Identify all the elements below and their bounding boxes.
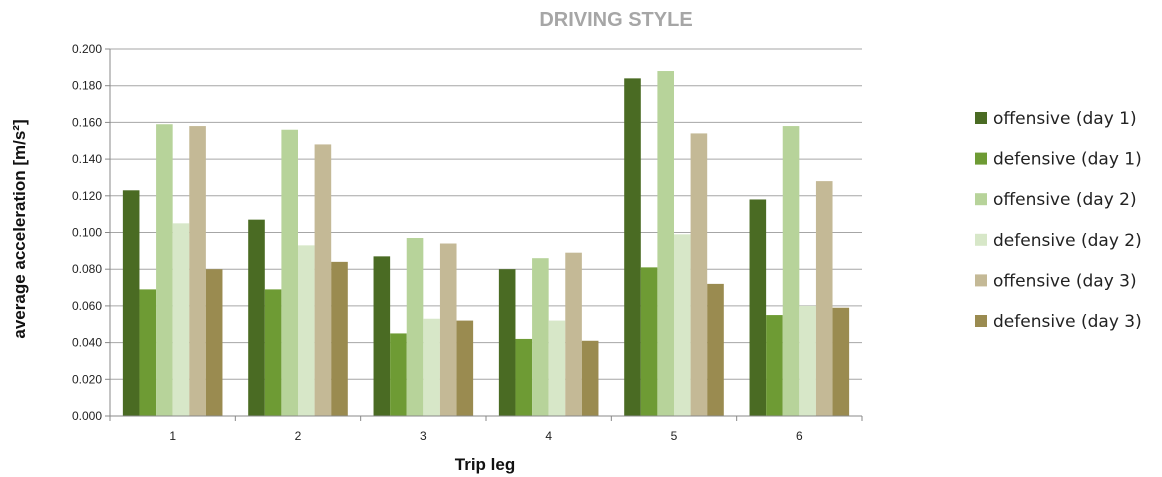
legend-swatch xyxy=(975,112,987,124)
bar xyxy=(548,320,566,416)
gridlines xyxy=(110,48,862,380)
y-tick-label: 0.100 xyxy=(72,226,102,240)
bar xyxy=(799,305,816,416)
bar xyxy=(156,124,173,417)
x-tick-label: 5 xyxy=(671,429,678,443)
legend-label: offensive (day 2) xyxy=(993,190,1137,210)
y-tick-label: 0.120 xyxy=(72,189,102,203)
bar xyxy=(782,126,800,416)
y-tick-label: 0.140 xyxy=(72,152,102,166)
bar xyxy=(248,219,265,416)
bar xyxy=(690,133,708,416)
y-axis-title: average acceleration [m/s²] xyxy=(10,119,29,338)
bar xyxy=(122,190,140,416)
y-tick-label: 0.000 xyxy=(72,409,102,423)
y-tick-label: 0.180 xyxy=(72,79,102,93)
bar xyxy=(565,252,582,416)
legend-label: defensive (day 1) xyxy=(993,150,1142,170)
legend-label: defensive (day 2) xyxy=(993,231,1142,251)
bar xyxy=(264,289,282,416)
bar xyxy=(439,243,457,416)
bar xyxy=(423,318,440,416)
x-tick-label: 4 xyxy=(545,429,552,443)
bar xyxy=(640,267,658,416)
bar xyxy=(139,289,157,416)
bar xyxy=(331,261,348,416)
bar xyxy=(205,269,223,416)
bar xyxy=(674,234,691,416)
bar xyxy=(515,338,533,416)
bar xyxy=(832,307,850,416)
legend-swatch xyxy=(975,152,987,165)
x-tick-label: 3 xyxy=(420,429,427,443)
bar xyxy=(390,333,407,416)
bar xyxy=(581,340,599,416)
bar xyxy=(281,129,298,417)
bars xyxy=(122,71,850,417)
y-tick-label: 0.080 xyxy=(72,262,102,276)
legend-label: offensive (day 1) xyxy=(993,109,1137,129)
y-tick-label: 0.060 xyxy=(72,299,102,313)
y-tick-label: 0.200 xyxy=(72,42,102,56)
legend-swatch xyxy=(975,233,987,246)
bar xyxy=(406,238,424,416)
legend-label: defensive (day 3) xyxy=(993,312,1142,332)
y-tick-label: 0.160 xyxy=(72,115,102,129)
bar xyxy=(456,320,474,416)
x-tick-label: 6 xyxy=(796,429,803,443)
y-tick-label: 0.020 xyxy=(72,372,102,386)
bar xyxy=(707,283,724,416)
legend-swatch xyxy=(975,193,987,206)
bar xyxy=(172,223,190,416)
x-tick-label: 2 xyxy=(295,429,302,443)
bar xyxy=(532,258,549,416)
bar xyxy=(298,245,315,416)
legend: offensive (day 1) defensive (day 1) offens… xyxy=(975,109,1142,332)
bar xyxy=(749,199,767,416)
legend-swatch xyxy=(975,274,987,287)
chart-title: DRIVING STYLE xyxy=(539,9,692,31)
x-tick-label: 1 xyxy=(169,429,176,443)
bar xyxy=(815,181,833,416)
y-tick-label: 0.040 xyxy=(72,336,102,350)
bar xyxy=(314,144,332,417)
bar xyxy=(373,256,391,416)
x-axis-ticks: 1 2 3 4 5 6 xyxy=(109,416,863,443)
bar xyxy=(189,126,206,416)
bar xyxy=(657,71,674,417)
legend-label: offensive (day 3) xyxy=(993,271,1137,291)
legend-swatch xyxy=(975,315,987,327)
bar xyxy=(624,78,641,417)
y-axis-ticks: 0.000 0.020 0.040 0.060 0.080 0.100 0.120 0.140… xyxy=(72,42,110,423)
bar xyxy=(498,269,516,416)
bar xyxy=(766,315,783,416)
x-axis-title: Trip leg xyxy=(455,455,515,474)
